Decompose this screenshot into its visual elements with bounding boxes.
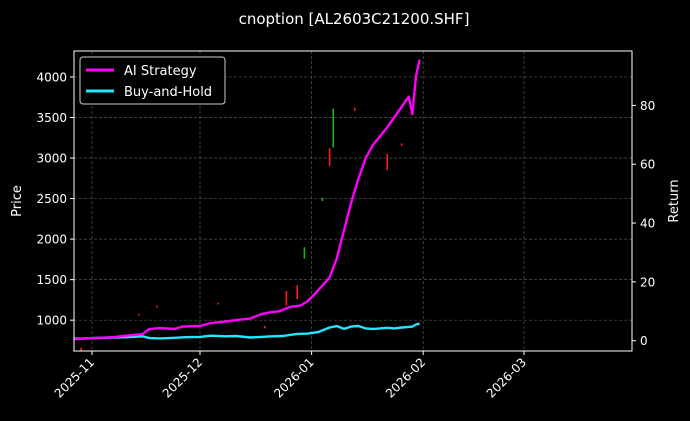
legend-label-buy-and-hold: Buy-and-Hold (124, 85, 212, 100)
right-axis-label: Return (667, 179, 682, 222)
x-tick-label: 2025-11 (52, 355, 97, 400)
series-line-ai-strategy (73, 59, 421, 341)
chart-title: cnoption [AL2603C21200.SHF] (239, 10, 470, 28)
y-right-tick-label: 0 (640, 334, 648, 348)
y-right-tick-label: 60 (640, 158, 655, 172)
left-y-axis: 1000 1500 2000 2500 3000 3500 4000 (36, 70, 74, 328)
price-candles (80, 107, 403, 351)
legend-label-ai-strategy: AI Strategy (124, 64, 197, 79)
y-left-tick-label: 1000 (36, 314, 67, 328)
y-left-tick-label: 1500 (36, 273, 67, 287)
y-right-tick-label: 80 (640, 99, 655, 113)
x-tick-label: 2026-01 (271, 355, 316, 400)
legend-box (79, 56, 226, 105)
plot-frame (73, 50, 633, 352)
series-lines (73, 59, 421, 341)
y-left-tick-label: 3500 (36, 111, 67, 125)
left-axis-label: Price (10, 185, 25, 217)
x-axis: 2025-11 2025-12 2026-01 2026-02 2026-03 (52, 351, 529, 401)
x-tick-label: 2026-02 (383, 355, 428, 400)
series-line-buy-and-hold (73, 322, 420, 340)
legend: AI Strategy Buy-and-Hold (79, 56, 226, 105)
right-y-axis: 0 20 40 60 80 (632, 99, 655, 348)
y-right-tick-label: 40 (640, 217, 655, 231)
y-left-tick-label: 2000 (36, 233, 67, 247)
x-tick-label: 2026-03 (484, 355, 529, 400)
y-left-tick-label: 3000 (36, 152, 67, 166)
y-left-tick-label: 2500 (36, 192, 67, 206)
y-right-tick-label: 20 (640, 275, 655, 289)
y-left-tick-label: 4000 (36, 70, 67, 84)
x-tick-label: 2025-12 (160, 355, 205, 400)
